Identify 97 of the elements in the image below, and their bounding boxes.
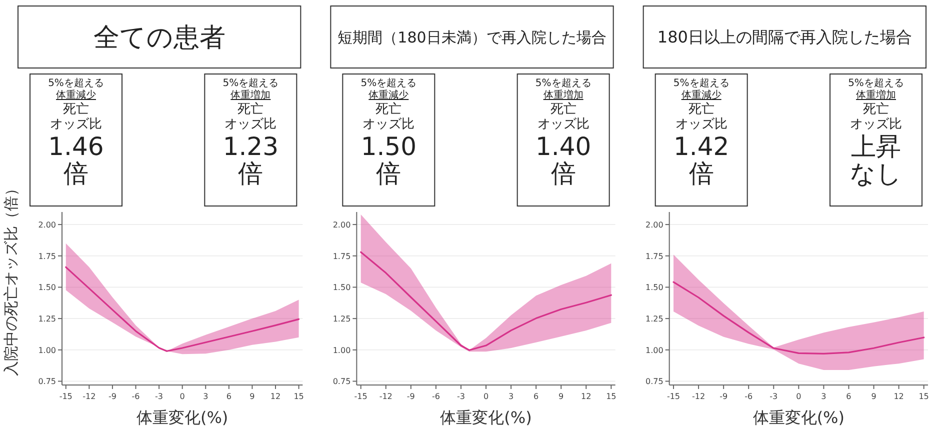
x-tick-label: 0 xyxy=(483,392,489,401)
text: 体重増加 xyxy=(856,89,896,101)
line-series xyxy=(360,251,612,351)
x-tick-label: 6 xyxy=(846,392,852,401)
y-tick-label: 2.00 xyxy=(38,220,56,230)
x-tick-label: 15 xyxy=(918,392,929,401)
y-tick-label: 1.75 xyxy=(332,252,351,261)
text: 倍 xyxy=(64,159,88,188)
y-axis-title: 入院中の死亡オッズ比（倍） xyxy=(2,181,20,376)
x-axis-title: 体重変化(%) xyxy=(136,408,228,427)
text: オッズ比 xyxy=(850,117,902,132)
y-tick-label: 1.75 xyxy=(38,252,56,261)
y-tick-label: 0.75 xyxy=(646,377,664,386)
text: 死亡 xyxy=(688,101,714,117)
text: 上昇 xyxy=(851,132,901,161)
y-tick-label: 1.00 xyxy=(38,346,56,355)
y-tick-label: 1.50 xyxy=(38,283,56,292)
line-series xyxy=(65,266,300,352)
text: 体重減少 xyxy=(368,89,409,101)
y-tick-label: 0.75 xyxy=(38,377,56,386)
text: 5%を超える xyxy=(535,77,592,89)
x-tick-label: 9 xyxy=(250,392,255,401)
x-tick-label: -12 xyxy=(82,392,96,401)
text: なし xyxy=(850,159,902,188)
x-tick-label: 9 xyxy=(871,392,876,401)
text: 死亡 xyxy=(63,101,89,117)
x-tick-label: -6 xyxy=(432,392,440,401)
x-tick-label: 12 xyxy=(894,392,904,401)
text: 倍 xyxy=(550,159,576,188)
x-tick-label: -3 xyxy=(770,392,778,401)
y-tick-label: 2.00 xyxy=(332,220,351,230)
text: 死亡 xyxy=(863,101,889,117)
x-axis-title: 体重変化(%) xyxy=(752,408,845,427)
text: 5%を超える xyxy=(360,77,417,89)
x-tick-label: 15 xyxy=(294,392,304,401)
text: 体重減少 xyxy=(56,89,96,101)
text: 倍 xyxy=(376,159,402,188)
x-tick-label: -9 xyxy=(720,392,728,401)
x-tick-label: -15 xyxy=(354,392,368,401)
x-tick-label: -12 xyxy=(692,392,706,401)
x-tick-label: 12 xyxy=(270,392,281,401)
text: 1.50 xyxy=(360,132,417,161)
x-tick-label: 3 xyxy=(203,392,208,401)
chart-title: 180日以上の間隔で再入院した場合 xyxy=(657,28,912,47)
x-tick-label: 12 xyxy=(581,392,592,401)
x-tick-label: 0 xyxy=(796,392,802,401)
x-tick-label: -15 xyxy=(666,392,680,401)
line-series xyxy=(672,281,925,354)
text: オッズ比 xyxy=(224,117,277,132)
x-tick-label: 3 xyxy=(508,392,514,401)
text: 体重減少 xyxy=(681,89,722,101)
x-axis-title: 体重変化(%) xyxy=(440,408,532,427)
text: 死亡 xyxy=(238,101,264,117)
y-tick-label: 1.25 xyxy=(646,314,664,324)
text: 倍 xyxy=(238,159,264,188)
y-tick-label: 1.75 xyxy=(646,252,664,261)
x-tick-label: -9 xyxy=(406,392,415,401)
y-tick-label: 2.00 xyxy=(646,220,664,230)
x-tick-label: 3 xyxy=(821,392,826,401)
text: 1.40 xyxy=(535,132,592,161)
text: 死亡 xyxy=(376,101,402,117)
y-tick-label: 1.50 xyxy=(646,283,664,292)
text: 5%を超える xyxy=(48,77,104,89)
x-tick-label: -15 xyxy=(59,392,72,401)
text: 1.42 xyxy=(673,132,730,161)
text: 体重増加 xyxy=(230,89,271,101)
x-tick-label: -12 xyxy=(379,392,392,401)
x-tick-label: 9 xyxy=(558,392,564,401)
text: オッズ比 xyxy=(537,117,590,132)
x-tick-label: 0 xyxy=(180,392,185,401)
text: オッズ比 xyxy=(675,117,728,132)
x-tick-label: 6 xyxy=(534,392,539,401)
y-tick-label: 0.75 xyxy=(332,377,351,386)
x-tick-label: 15 xyxy=(606,392,616,401)
text: 1.46 xyxy=(48,132,104,161)
y-tick-label: 1.50 xyxy=(332,283,351,292)
text: 死亡 xyxy=(550,101,576,117)
y-tick-label: 1.25 xyxy=(38,314,56,324)
x-tick-label: -3 xyxy=(155,392,164,401)
y-tick-label: 1.00 xyxy=(646,346,664,355)
x-tick-label: 6 xyxy=(226,392,232,401)
text: 5%を超える xyxy=(673,77,730,89)
text: 体重増加 xyxy=(543,89,584,101)
y-tick-label: 1.25 xyxy=(332,314,351,324)
x-tick-label: -9 xyxy=(108,392,116,401)
y-tick-label: 1.00 xyxy=(332,346,351,355)
text: オッズ比 xyxy=(362,117,415,132)
x-tick-label: -6 xyxy=(132,392,140,401)
text: 倍 xyxy=(688,159,714,188)
x-tick-label: -6 xyxy=(744,392,753,401)
text: 5%を超える xyxy=(848,77,904,89)
chart-title: 短期間（180日未満）で再入院した場合 xyxy=(338,28,606,46)
text: 5%を超える xyxy=(222,77,279,89)
chart-title: 全ての患者 xyxy=(93,23,226,53)
text: オッズ比 xyxy=(50,117,102,132)
text: 1.23 xyxy=(222,132,279,161)
x-tick-label: -3 xyxy=(456,392,465,401)
